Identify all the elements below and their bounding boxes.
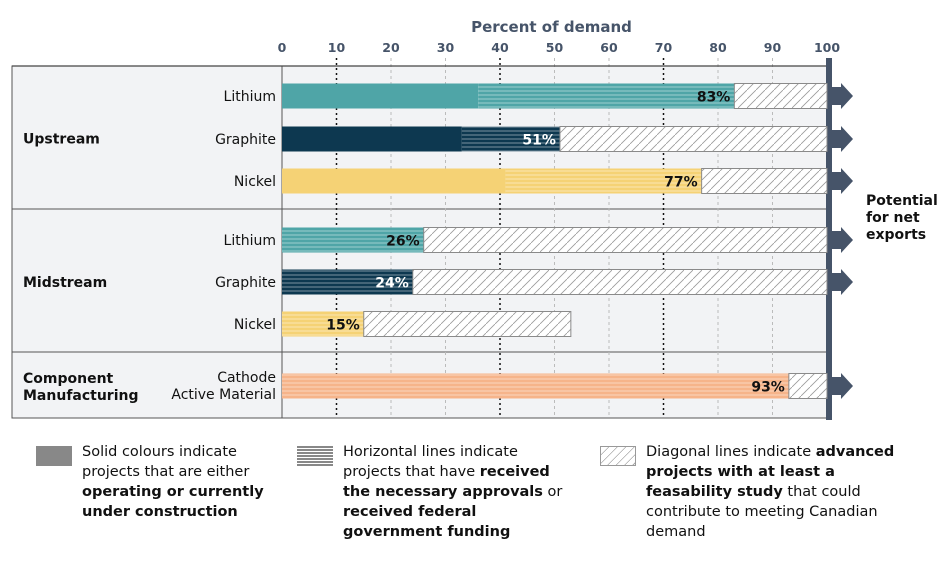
bar-solid-upstream-lithium bbox=[282, 83, 479, 109]
x-tick-label-50: 50 bbox=[546, 40, 564, 55]
x-tick-label-0: 0 bbox=[278, 40, 287, 55]
export-arrow-component-cam bbox=[832, 373, 853, 399]
data-label-upstream-lithium: 83% bbox=[697, 90, 731, 106]
bar-horizontal-upstream-graphite bbox=[461, 126, 560, 152]
row-label-midstream-graphite: Graphite bbox=[215, 275, 276, 291]
x-tick-label-20: 20 bbox=[382, 40, 400, 55]
export-arrow-midstream-graphite bbox=[832, 269, 853, 295]
bar-diagonal-upstream-lithium bbox=[733, 83, 828, 109]
data-label-midstream-graphite: 24% bbox=[375, 276, 409, 292]
bar-horizontal-midstream-graphite bbox=[282, 269, 413, 295]
legend-text-horizontal: Horizontal lines indicate projects that … bbox=[343, 444, 563, 540]
data-label-component-cam: 93% bbox=[751, 380, 785, 396]
bar-diagonal-midstream-graphite bbox=[412, 269, 828, 295]
x-tick-label-10: 10 bbox=[328, 40, 346, 55]
bar-solid-upstream-graphite bbox=[282, 126, 462, 152]
x-tick-label-40: 40 bbox=[491, 40, 509, 55]
x-tick-label-60: 60 bbox=[600, 40, 618, 55]
data-label-upstream-nickel: 77% bbox=[664, 175, 698, 191]
bar-horizontal-midstream-lithium bbox=[282, 227, 424, 253]
data-label-midstream-nickel: 15% bbox=[326, 318, 360, 334]
annotation-potential-net-exports: Potential for net exports bbox=[866, 193, 938, 243]
row-label-component-cam: Cathode Active Material bbox=[171, 370, 276, 403]
x-axis-title: Percent of demand bbox=[471, 18, 632, 36]
bar-horizontal-component-cam bbox=[282, 373, 789, 399]
legend-text-solid: Solid colours indicate projects that are… bbox=[82, 444, 264, 520]
group-label-upstream: Upstream bbox=[23, 132, 100, 148]
export-arrow-upstream-graphite bbox=[832, 126, 853, 152]
row-label-midstream-nickel: Nickel bbox=[234, 317, 276, 333]
bar-horizontal-upstream-lithium bbox=[478, 83, 735, 109]
x-tick-label-90: 90 bbox=[764, 40, 782, 55]
bar-diagonal-midstream-lithium bbox=[423, 227, 828, 253]
x-tick-label-100: 100 bbox=[814, 40, 840, 55]
x-tick-label-70: 70 bbox=[655, 40, 673, 55]
row-label-upstream-nickel: Nickel bbox=[234, 174, 276, 190]
x-tick-label-80: 80 bbox=[709, 40, 727, 55]
bar-horizontal-upstream-nickel bbox=[505, 168, 702, 194]
legend-swatch-solid bbox=[36, 446, 72, 466]
bar-diagonal-upstream-graphite bbox=[559, 126, 828, 152]
export-arrow-upstream-nickel bbox=[832, 168, 853, 194]
legend-swatch-horizontal bbox=[297, 446, 333, 466]
group-label-component-manufacturing: Component Manufacturing bbox=[23, 371, 139, 404]
bar-diagonal-midstream-nickel bbox=[363, 311, 572, 337]
bar-horizontal-midstream-nickel bbox=[282, 311, 364, 337]
export-arrow-midstream-lithium bbox=[832, 227, 853, 253]
legend-text-diagonal: Diagonal lines indicate advanced project… bbox=[646, 444, 895, 540]
data-label-midstream-lithium: 26% bbox=[386, 234, 420, 250]
row-label-upstream-lithium: Lithium bbox=[224, 89, 276, 105]
bar-solid-upstream-nickel bbox=[282, 168, 506, 194]
bar-diagonal-component-cam bbox=[788, 373, 828, 399]
data-label-upstream-graphite: 51% bbox=[522, 133, 556, 149]
bar-diagonal-upstream-nickel bbox=[701, 168, 828, 194]
row-label-midstream-lithium: Lithium bbox=[224, 233, 276, 249]
legend-swatch-diagonal bbox=[600, 446, 636, 466]
row-label-upstream-graphite: Graphite bbox=[215, 132, 276, 148]
hundred-percent-line bbox=[826, 58, 832, 420]
x-tick-label-30: 30 bbox=[437, 40, 455, 55]
group-label-midstream: Midstream bbox=[23, 275, 107, 291]
export-arrow-upstream-lithium bbox=[832, 83, 853, 109]
